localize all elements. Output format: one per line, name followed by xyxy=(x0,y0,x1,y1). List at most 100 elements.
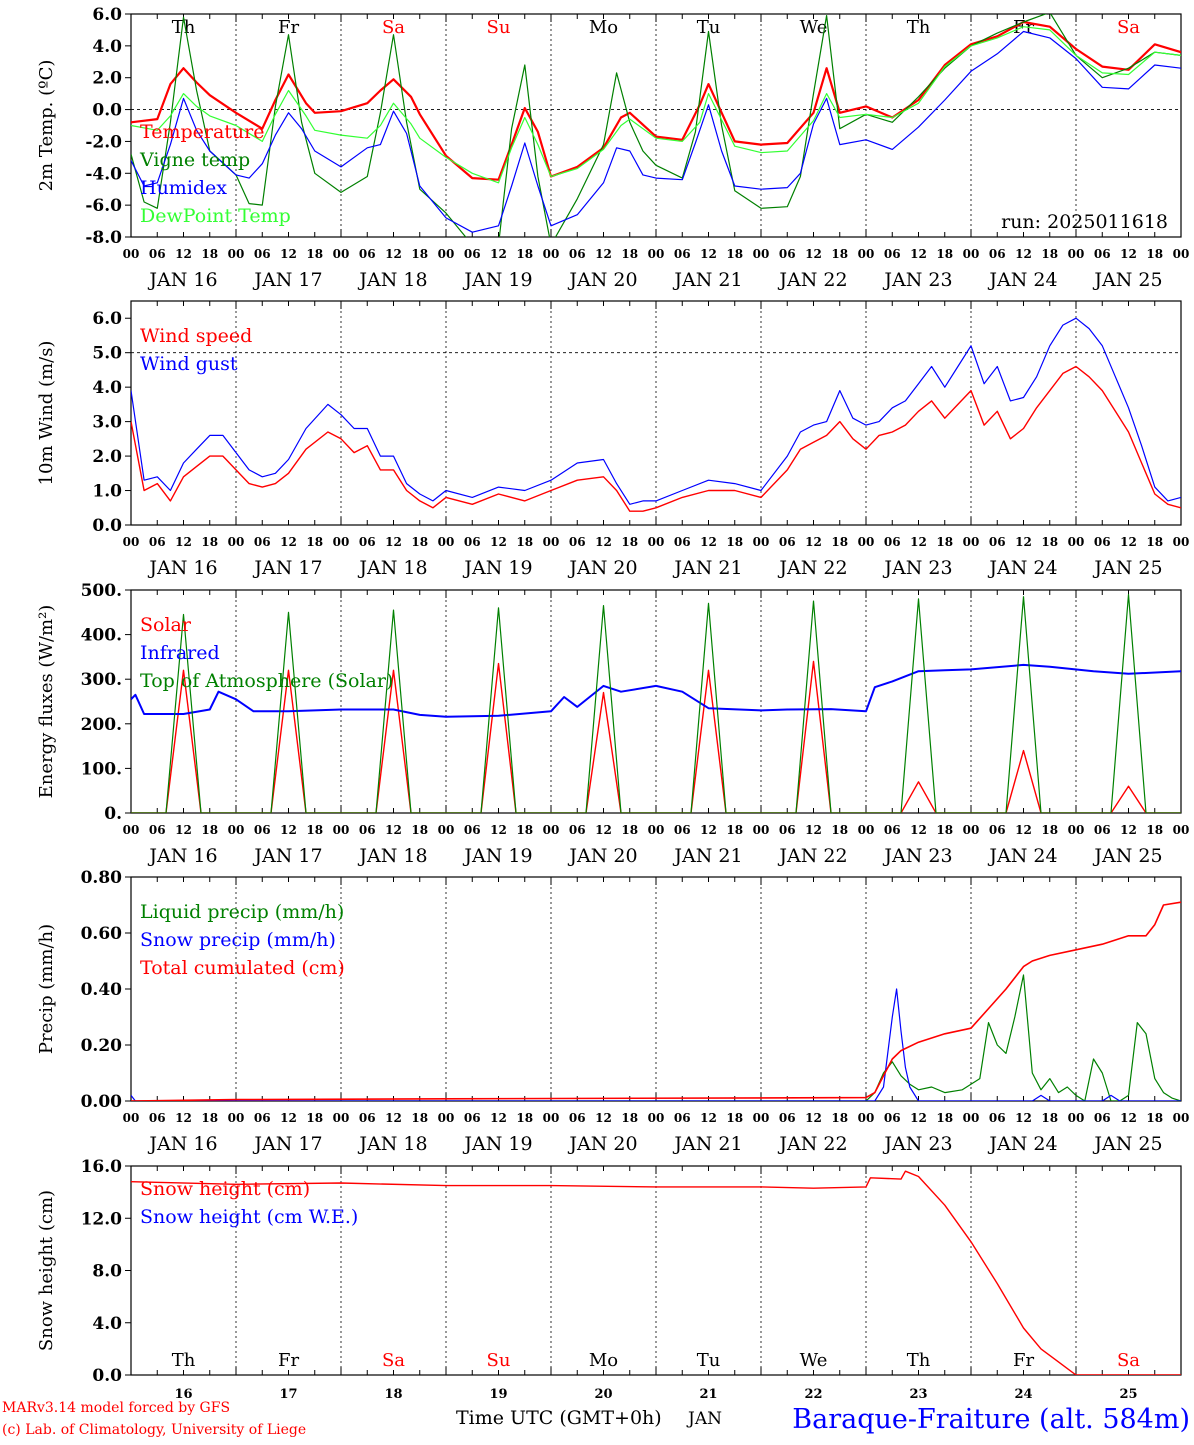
hour-label: 00 xyxy=(858,247,875,261)
series-group xyxy=(131,901,1181,1101)
y-tick-label: 5.0 xyxy=(92,344,122,364)
hour-label: 06 xyxy=(359,823,376,837)
hour-label: 12 xyxy=(385,823,402,837)
date-label: JAN 22 xyxy=(777,557,847,579)
legend-entry: Vigne temp xyxy=(139,149,250,171)
hour-label: 06 xyxy=(359,535,376,549)
hour-label: 12 xyxy=(1015,247,1032,261)
hour-label: 06 xyxy=(149,535,166,549)
month-label: JAN xyxy=(686,1409,722,1429)
y-tick-label: 6.0 xyxy=(92,5,122,25)
hour-label: 06 xyxy=(989,1111,1006,1125)
date-label: JAN 21 xyxy=(672,845,742,867)
hour-label: 00 xyxy=(1068,247,1085,261)
date-label: JAN 16 xyxy=(147,269,217,291)
date-label: JAN 23 xyxy=(882,845,952,867)
x-axis-label: Time UTC (GMT+0h) xyxy=(456,1407,662,1429)
y-axis-label: 2m Temp. (ºC) xyxy=(36,60,57,192)
hour-label: 18 xyxy=(1146,247,1163,261)
footer-model: MARv3.14 model forced by GFS xyxy=(2,1400,230,1416)
hour-label: 18 xyxy=(1146,823,1163,837)
hour-label: 12 xyxy=(490,247,507,261)
hour-label: 18 xyxy=(201,535,218,549)
hour-label: 12 xyxy=(280,535,297,549)
series-line xyxy=(131,20,1181,181)
hour-label: 00 xyxy=(228,1111,245,1125)
hour-label: 12 xyxy=(1015,1111,1032,1125)
hour-label: 00 xyxy=(753,823,770,837)
day-name: Fr xyxy=(278,17,299,38)
series-line xyxy=(131,317,1181,505)
hour-label: 06 xyxy=(149,247,166,261)
y-tick-label: 0.60 xyxy=(81,924,123,944)
day-name: Sa xyxy=(382,1350,405,1371)
hour-label: 18 xyxy=(726,823,743,837)
y-axis-label: 10m Wind (m/s) xyxy=(36,341,57,486)
y-tick-label: 0.0 xyxy=(92,101,122,121)
panel-2: 0.0 1.0 2.0 3.0 4.0 5.0 6.0 10m Wind (m/s) 00 06 1… xyxy=(36,300,1190,579)
hour-label: 00 xyxy=(1173,247,1190,261)
hour-label: 00 xyxy=(753,1111,770,1125)
hour-label: 18 xyxy=(621,823,638,837)
hour-label: 00 xyxy=(753,535,770,549)
hour-label: 06 xyxy=(149,1111,166,1125)
y-tick-label: 2.0 xyxy=(92,69,122,89)
hour-label: 00 xyxy=(1173,535,1190,549)
day-number: 21 xyxy=(699,1387,717,1402)
hour-label: 00 xyxy=(648,247,665,261)
panel-1: -8.0 -6.0 -4.0 -2.0 0.0 2.0 4.0 6.0 2m Temp. (ºC… xyxy=(36,5,1189,291)
date-label: JAN 21 xyxy=(672,269,742,291)
hour-label: 12 xyxy=(1015,535,1032,549)
hour-label: 00 xyxy=(228,535,245,549)
hour-label: 18 xyxy=(201,247,218,261)
hour-label: 06 xyxy=(779,823,796,837)
date-label: JAN 23 xyxy=(882,557,952,579)
y-tick-label: 0.0 xyxy=(92,516,122,536)
date-label: JAN 25 xyxy=(1092,1133,1162,1155)
hour-label: 00 xyxy=(123,535,140,549)
hour-label: 18 xyxy=(831,247,848,261)
day-name: Sa xyxy=(382,17,405,38)
hour-label: 18 xyxy=(306,1111,323,1125)
hour-label: 12 xyxy=(385,535,402,549)
hour-label: 18 xyxy=(306,247,323,261)
date-label: JAN 21 xyxy=(672,1133,742,1155)
y-tick-label: 3.0 xyxy=(92,413,122,433)
y-tick-label: 500. xyxy=(81,581,122,601)
hour-label: 00 xyxy=(543,823,560,837)
series-group xyxy=(131,1170,1181,1375)
date-label: JAN 22 xyxy=(777,269,847,291)
hour-label: 18 xyxy=(726,247,743,261)
date-label: JAN 21 xyxy=(672,557,742,579)
legend-entry: Total cumulated (cm) xyxy=(140,957,345,979)
hour-label: 00 xyxy=(543,535,560,549)
hour-label: 06 xyxy=(779,1111,796,1125)
day-name: Fr xyxy=(1013,1350,1034,1371)
y-tick-label: 0.20 xyxy=(81,1036,123,1056)
legend-entry: Temperature xyxy=(140,121,264,143)
date-label: JAN 24 xyxy=(987,269,1057,291)
date-label: JAN 18 xyxy=(357,269,427,291)
date-label: JAN 24 xyxy=(987,1133,1057,1155)
legend-entry: Snow height (cm) xyxy=(140,1178,310,1200)
hour-label: 18 xyxy=(306,823,323,837)
day-name: We xyxy=(800,17,828,38)
date-label: JAN 22 xyxy=(777,1133,847,1155)
series-line xyxy=(131,1170,1181,1375)
hour-label: 00 xyxy=(228,247,245,261)
day-name: Tu xyxy=(697,1350,721,1371)
hour-label: 06 xyxy=(884,1111,901,1125)
date-label: JAN 24 xyxy=(987,557,1057,579)
legend-entry: Solar xyxy=(140,614,192,636)
hour-label: 00 xyxy=(963,823,980,837)
y-tick-label: -8.0 xyxy=(85,228,122,248)
footer-lab: (c) Lab. of Climatology, University of L… xyxy=(2,1422,306,1438)
y-tick-label: 0.00 xyxy=(81,1092,123,1112)
hour-label: 18 xyxy=(936,535,953,549)
day-name: Su xyxy=(487,1350,511,1371)
hour-label: 12 xyxy=(490,823,507,837)
hour-label: 00 xyxy=(438,823,455,837)
hour-label: 18 xyxy=(726,535,743,549)
hour-label: 06 xyxy=(569,535,586,549)
hour-label: 06 xyxy=(989,823,1006,837)
